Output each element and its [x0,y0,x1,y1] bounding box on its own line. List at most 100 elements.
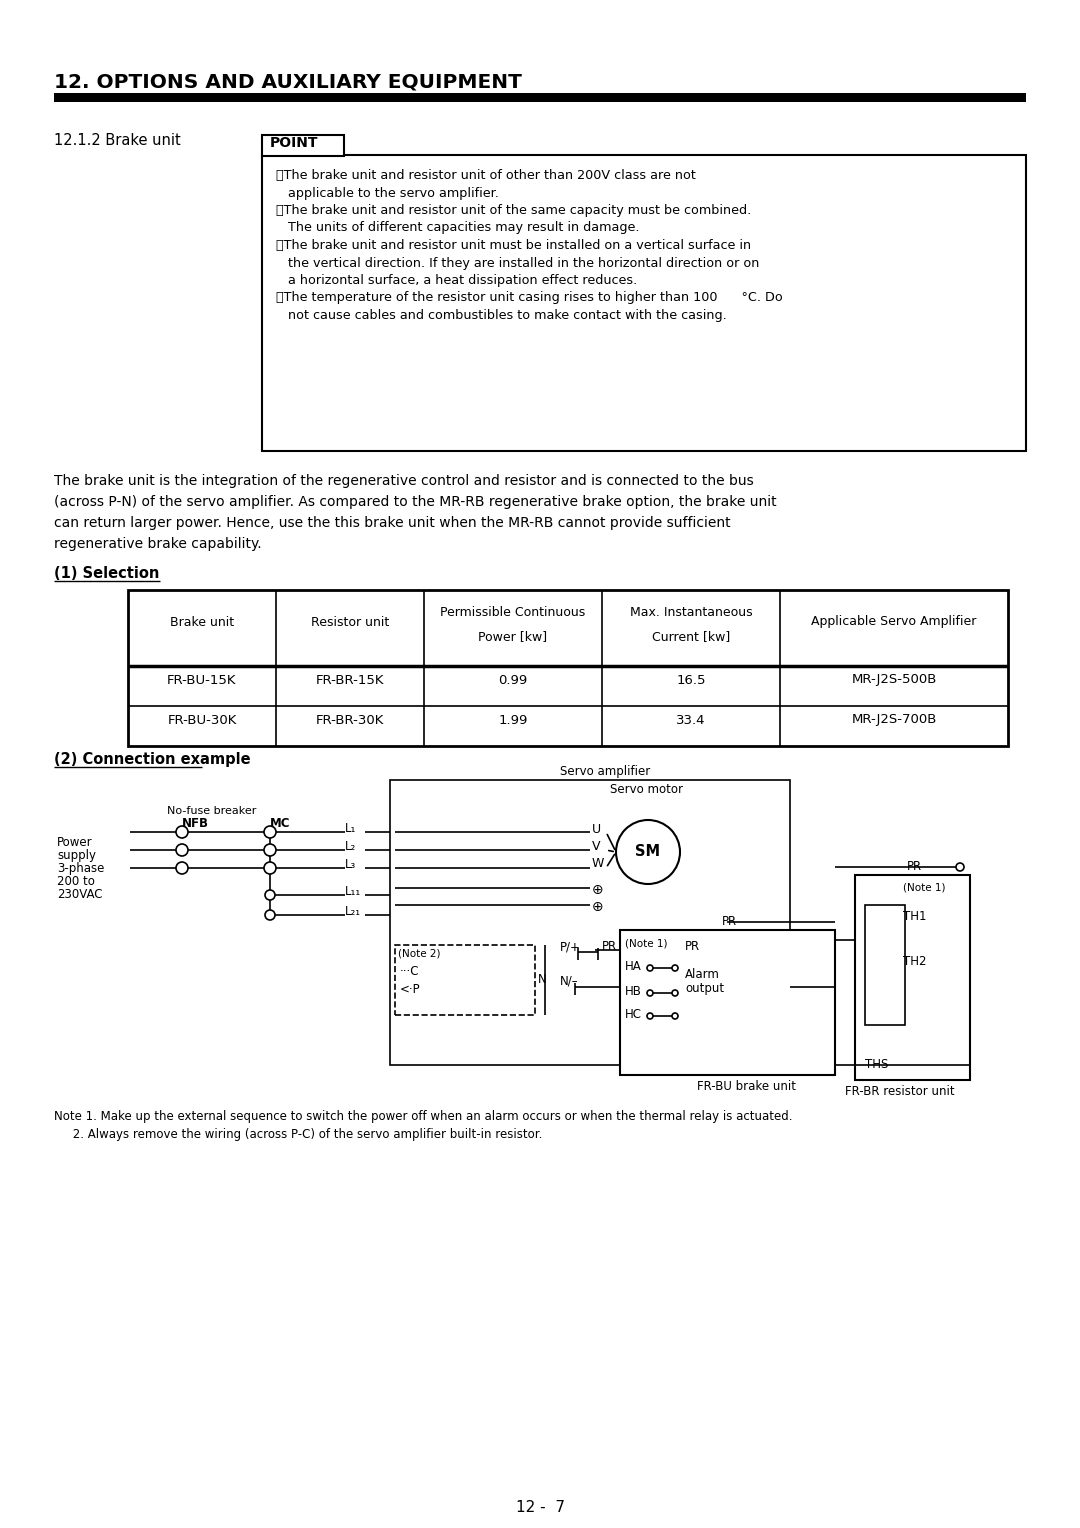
Circle shape [672,990,678,996]
Text: a horizontal surface, a heat dissipation effect reduces.: a horizontal surface, a heat dissipation… [276,274,637,287]
Text: (across P-N) of the servo amplifier. As compared to the MR-RB regenerative brake: (across P-N) of the servo amplifier. As … [54,495,777,509]
Text: (2) Connection example: (2) Connection example [54,752,251,767]
Text: 16.5: 16.5 [676,674,705,686]
Text: Applicable Servo Amplifier: Applicable Servo Amplifier [811,616,976,628]
Bar [395,944,535,1015]
Text: ···C: ···C [400,966,419,978]
Text: POINT: POINT [270,136,319,150]
Text: (Note 2): (Note 2) [399,947,441,958]
Text: Permissible Continuous: Permissible Continuous [441,607,585,619]
Circle shape [265,889,275,900]
Text: FR-BR resistor unit: FR-BR resistor unit [845,1085,955,1099]
Circle shape [176,843,188,856]
Text: ・The temperature of the resistor unit casing rises to higher than 100      °C. D: ・The temperature of the resistor unit ca… [276,292,783,304]
Text: ・The brake unit and resistor unit of the same capacity must be combined.: ・The brake unit and resistor unit of the… [276,205,752,217]
Text: (Note 1): (Note 1) [625,938,667,947]
Text: not cause cables and combustibles to make contact with the casing.: not cause cables and combustibles to mak… [276,309,727,322]
Text: L₃: L₃ [345,859,356,871]
Text: W: W [592,857,605,869]
Text: MR-J2S-500B: MR-J2S-500B [851,674,936,686]
Text: ・The brake unit and resistor unit must be installed on a vertical surface in: ・The brake unit and resistor unit must b… [276,238,751,252]
Text: PR: PR [723,915,738,927]
Text: 230VAC: 230VAC [57,888,103,902]
Text: Servo motor: Servo motor [610,782,683,796]
Text: L₁₁: L₁₁ [345,885,361,898]
Text: Resistor unit: Resistor unit [311,616,389,628]
Text: Power [kw]: Power [kw] [478,630,548,643]
Text: FR-BR-15K: FR-BR-15K [315,674,384,686]
Text: ・The brake unit and resistor unit of other than 200V class are not: ・The brake unit and resistor unit of oth… [276,170,696,182]
Circle shape [264,843,276,856]
Bar [129,590,1008,746]
Bar [865,905,905,1025]
Text: N: N [538,973,546,986]
Text: TH2: TH2 [903,955,927,969]
Text: TH1: TH1 [903,911,927,923]
Text: SM: SM [635,845,661,859]
Text: The units of different capacities may result in damage.: The units of different capacities may re… [276,222,639,234]
Text: FR-BU-30K: FR-BU-30K [167,714,237,726]
Bar [390,779,789,1065]
Text: FR-BR-30K: FR-BR-30K [315,714,384,726]
Text: L₁: L₁ [345,822,356,834]
Circle shape [672,966,678,970]
Bar [855,876,970,1080]
Text: L₂₁: L₂₁ [345,905,361,918]
Circle shape [672,1013,678,1019]
Text: The brake unit is the integration of the regenerative control and resistor and i: The brake unit is the integration of the… [54,474,754,487]
Text: regenerative brake capability.: regenerative brake capability. [54,536,261,552]
Circle shape [956,863,964,871]
Text: Note 1. Make up the external sequence to switch the power off when an alarm occu: Note 1. Make up the external sequence to… [54,1109,793,1123]
Text: (Note 1): (Note 1) [903,883,945,892]
Text: THS: THS [865,1057,889,1071]
Bar [262,134,345,156]
Text: FR-BU brake unit: FR-BU brake unit [697,1080,796,1093]
Text: MC: MC [270,817,291,830]
Circle shape [176,862,188,874]
Circle shape [647,966,653,970]
Circle shape [264,827,276,837]
Text: Servo amplifier: Servo amplifier [561,766,650,778]
Circle shape [647,1013,653,1019]
Text: ⊕: ⊕ [592,900,604,914]
Text: PR: PR [602,940,617,953]
Text: P/+: P/+ [561,940,581,953]
Bar [54,93,1026,102]
Text: Power: Power [57,836,93,850]
Circle shape [176,827,188,837]
Text: 12. OPTIONS AND AUXILIARY EQUIPMENT: 12. OPTIONS AND AUXILIARY EQUIPMENT [54,72,522,92]
Circle shape [647,990,653,996]
Text: Max. Instantaneous: Max. Instantaneous [630,607,753,619]
Text: 33.4: 33.4 [676,714,705,726]
Text: can return larger power. Hence, use the this brake unit when the MR-RB cannot pr: can return larger power. Hence, use the … [54,516,731,530]
Text: No-fuse breaker: No-fuse breaker [167,805,256,816]
Text: N/–: N/– [561,975,579,989]
Text: MR-J2S-700B: MR-J2S-700B [851,714,936,726]
Text: V: V [592,840,600,853]
Text: 1.99: 1.99 [498,714,528,726]
Text: 0.99: 0.99 [498,674,528,686]
Text: FR-BU-15K: FR-BU-15K [167,674,237,686]
Text: ⊕: ⊕ [592,883,604,897]
Text: PR: PR [907,860,922,872]
Text: 12 -  7: 12 - 7 [515,1500,565,1514]
Text: NFB: NFB [183,817,210,830]
Text: HB: HB [625,986,642,998]
Text: 200 to: 200 to [57,876,95,888]
Text: U: U [592,824,602,836]
Bar [620,931,835,1076]
Text: the vertical direction. If they are installed in the horizontal direction or on: the vertical direction. If they are inst… [276,257,759,269]
Text: 3-phase: 3-phase [57,862,105,876]
Text: HA: HA [625,960,642,973]
Text: 12.1.2 Brake unit: 12.1.2 Brake unit [54,133,180,148]
Text: HC: HC [625,1008,642,1021]
Text: Brake unit: Brake unit [170,616,234,628]
Text: supply: supply [57,850,96,862]
Text: (1) Selection: (1) Selection [54,565,160,581]
Text: output: output [685,983,724,995]
Text: L₂: L₂ [345,840,356,853]
Text: PR: PR [685,940,700,953]
Text: applicable to the servo amplifier.: applicable to the servo amplifier. [276,186,499,200]
Text: Current [kw]: Current [kw] [652,630,730,643]
Circle shape [616,821,680,885]
